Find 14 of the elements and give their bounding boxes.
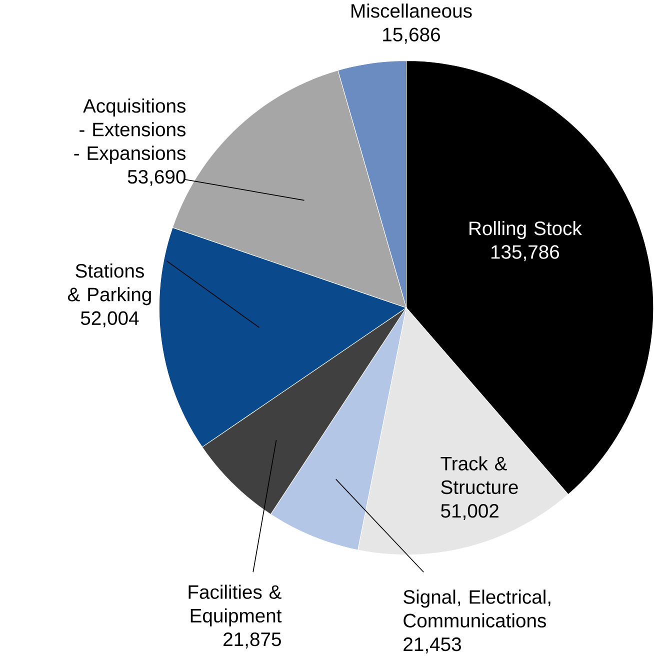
- slice-label: Acquisitions - Extensions - Expansions: [74, 98, 186, 164]
- data-label: 52,004: [81, 311, 139, 328]
- slice-label: Miscellaneous: [352, 4, 472, 18]
- data-label: 21,875: [224, 632, 282, 648]
- data-label: 21,453: [404, 637, 462, 654]
- slice-label: Track & Structure: [440, 456, 518, 494]
- data-label: 53,690: [128, 170, 186, 186]
- slice-label: Facilities & Equipment: [188, 584, 282, 626]
- data-label: 15,686: [383, 28, 440, 44]
- slice-label: Signal, Electrical, Communications: [404, 590, 550, 628]
- slice-label: Rolling Stock: [470, 220, 582, 240]
- data-label: 51,002: [441, 504, 499, 520]
- data-label: 135,786: [492, 245, 560, 262]
- slice-label: Stations & Parking: [68, 264, 152, 306]
